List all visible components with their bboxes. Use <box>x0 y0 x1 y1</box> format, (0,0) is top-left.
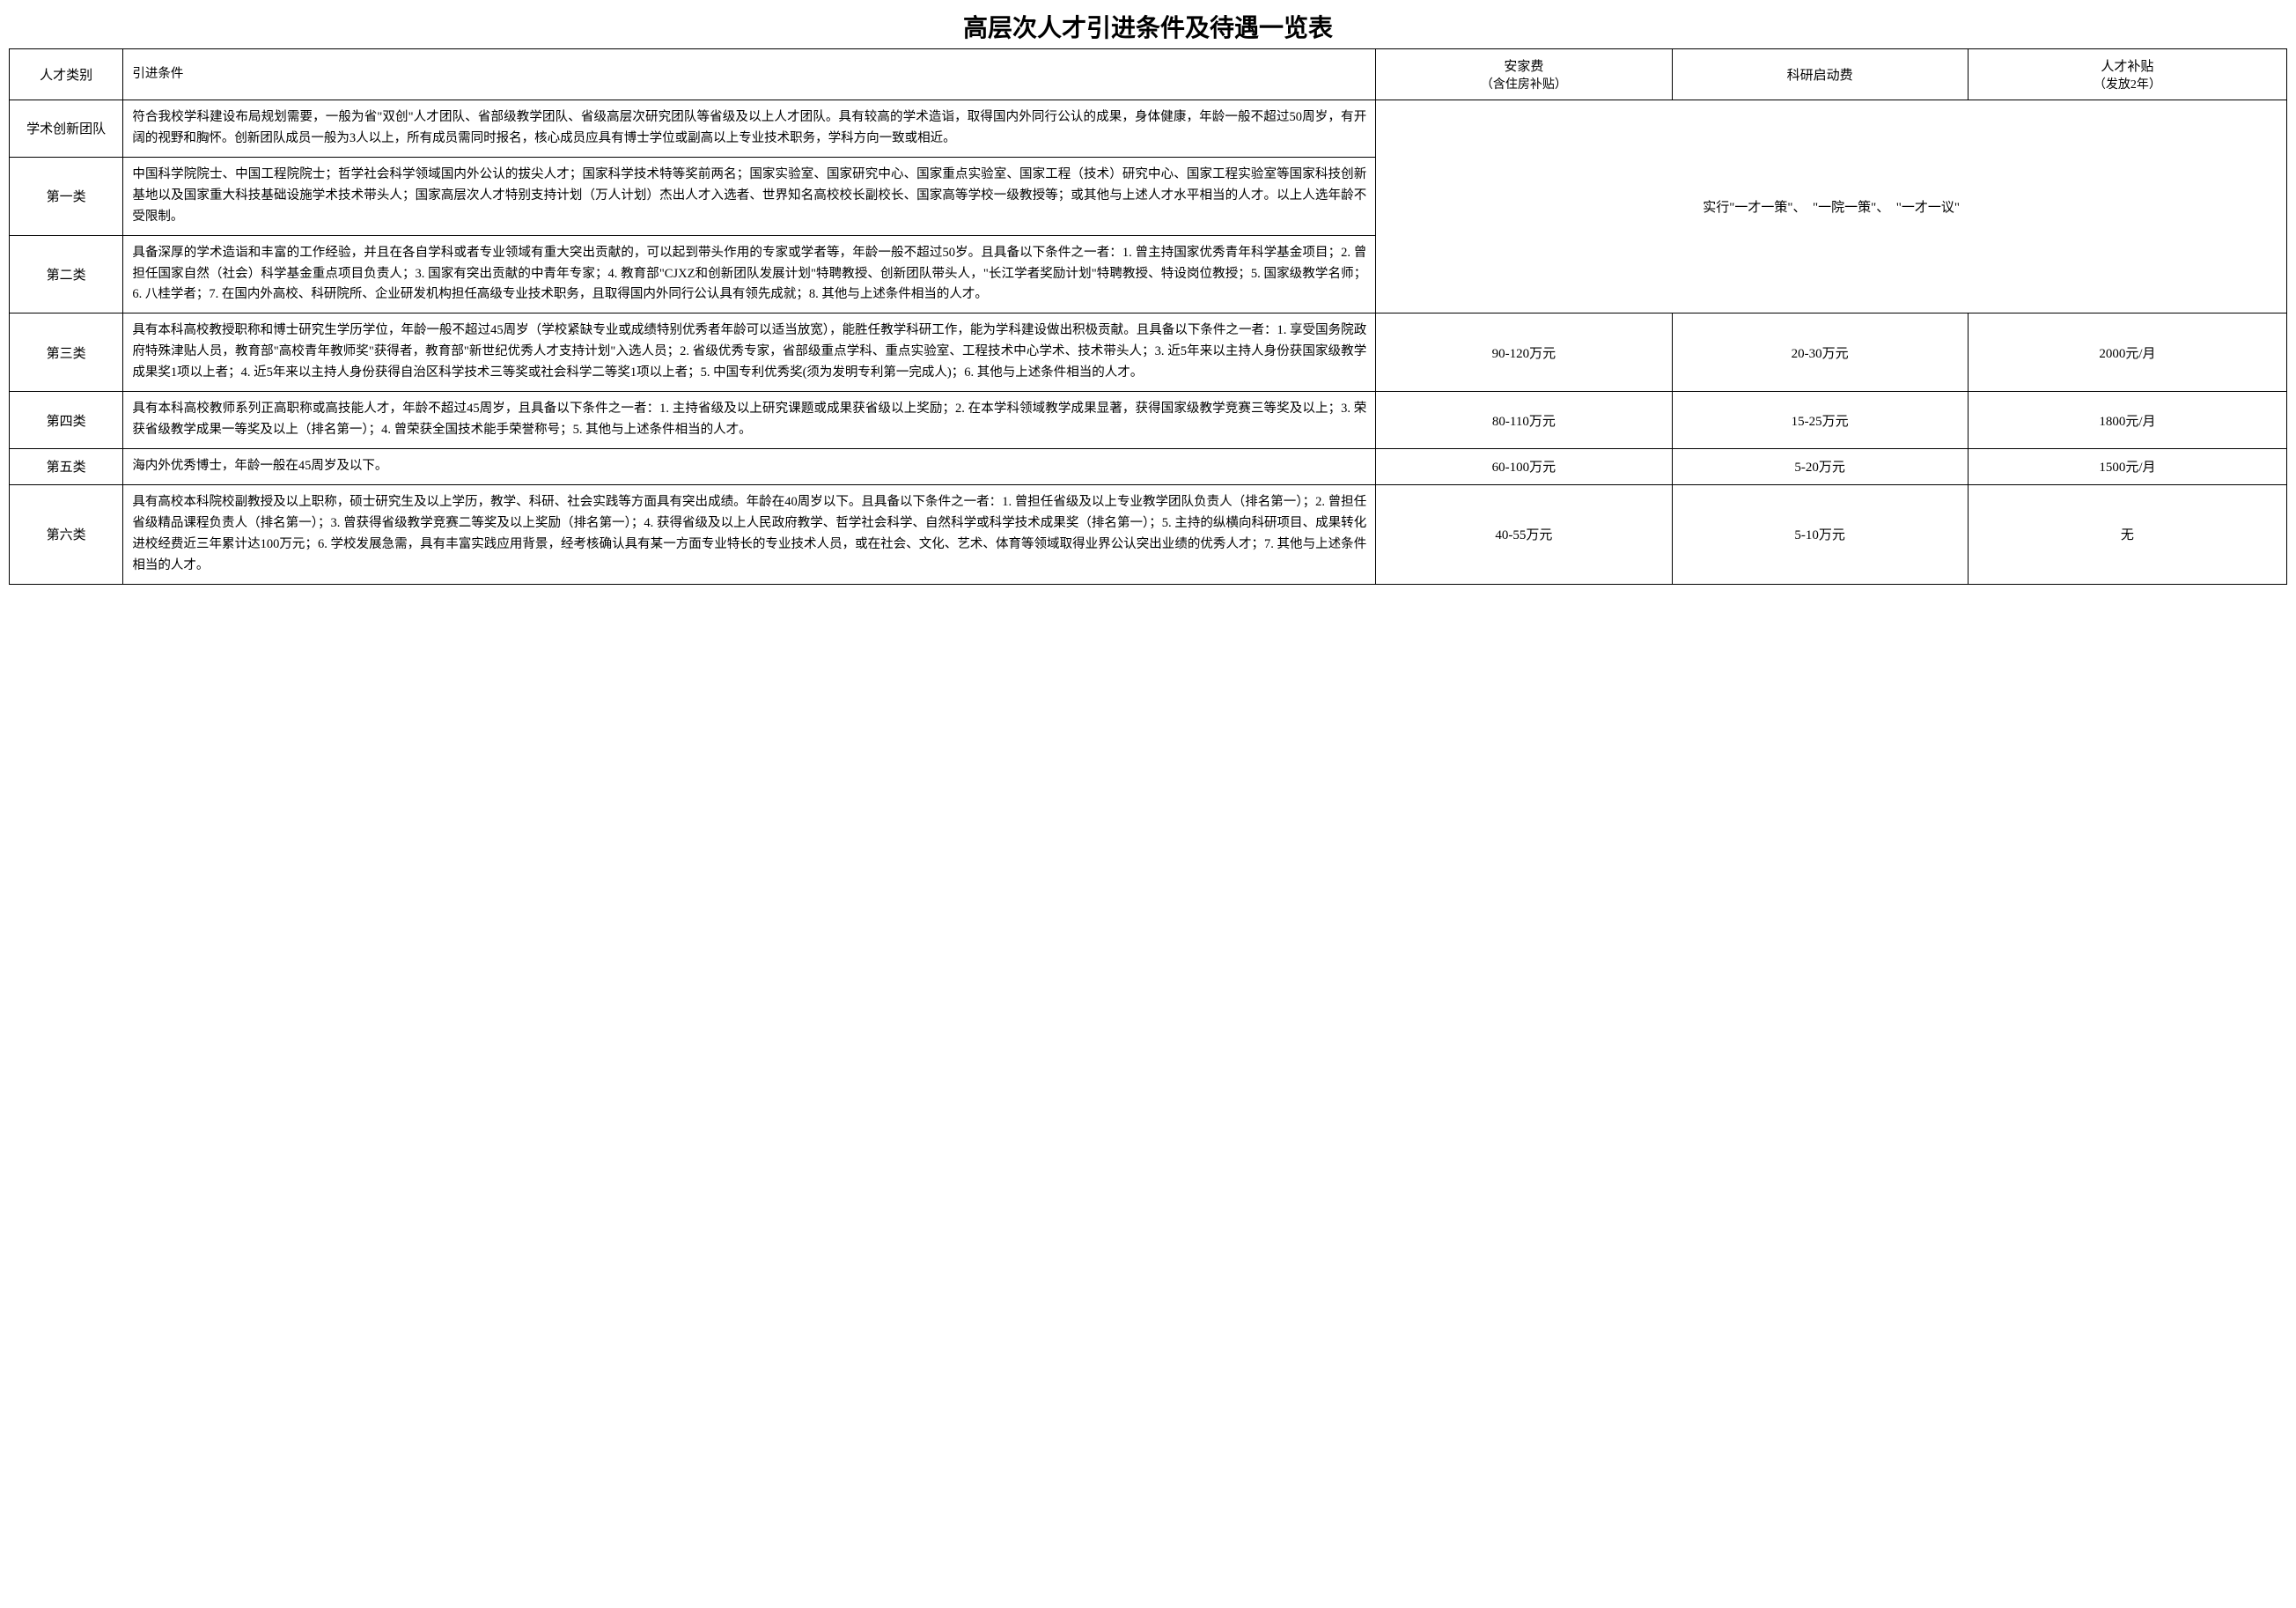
table-row: 学术创新团队 符合我校学科建设布局规划需要，一般为省"双创"人才团队、省部级教学… <box>10 100 2287 158</box>
page-title: 高层次人才引进条件及待遇一览表 <box>9 9 2287 44</box>
allowance-cell: 2000元/月 <box>1968 313 2286 392</box>
table-row: 第四类 具有本科高校教师系列正高职称或高技能人才，年龄不超过45周岁，且具备以下… <box>10 392 2287 449</box>
header-settlement-main: 安家费 <box>1504 60 1543 74</box>
conditions-cell: 符合我校学科建设布局规划需要，一般为省"双创"人才团队、省部级教学团队、省级高层… <box>123 100 1376 158</box>
header-research: 科研启动费 <box>1672 49 1968 100</box>
table-row: 第五类 海内外优秀博士，年龄一般在45周岁及以下。 60-100万元 5-20万… <box>10 448 2287 484</box>
table-row: 第三类 具有本科高校教授职称和博士研究生学历学位，年龄一般不超过45周岁（学校紧… <box>10 313 2287 392</box>
research-cell: 15-25万元 <box>1672 392 1968 449</box>
category-cell: 第五类 <box>10 448 123 484</box>
category-cell: 第三类 <box>10 313 123 392</box>
category-cell: 学术创新团队 <box>10 100 123 158</box>
header-settlement: 安家费 （含住房补贴） <box>1376 49 1672 100</box>
conditions-cell: 具有本科高校教授职称和博士研究生学历学位，年龄一般不超过45周岁（学校紧缺专业或… <box>123 313 1376 392</box>
category-cell: 第一类 <box>10 157 123 235</box>
research-cell: 5-10万元 <box>1672 484 1968 584</box>
header-allowance-main: 人才补贴 <box>2101 60 2153 74</box>
talent-table: 人才类别 引进条件 安家费 （含住房补贴） 科研启动费 人才补贴 （发放2年） … <box>9 48 2287 585</box>
settlement-cell: 80-110万元 <box>1376 392 1672 449</box>
header-settlement-sub: （含住房补贴） <box>1481 78 1567 92</box>
header-conditions: 引进条件 <box>123 49 1376 100</box>
header-row: 人才类别 引进条件 安家费 （含住房补贴） 科研启动费 人才补贴 （发放2年） <box>10 49 2287 100</box>
merged-policy-cell: 实行"一才一策"、 "一院一策"、 "一才一议" <box>1376 100 2287 313</box>
research-cell: 5-20万元 <box>1672 448 1968 484</box>
allowance-cell: 1800元/月 <box>1968 392 2286 449</box>
research-cell: 20-30万元 <box>1672 313 1968 392</box>
conditions-cell: 中国科学院院士、中国工程院院士；哲学社会科学领域国内外公认的拔尖人才；国家科学技… <box>123 157 1376 235</box>
category-cell: 第二类 <box>10 235 123 313</box>
conditions-cell: 海内外优秀博士，年龄一般在45周岁及以下。 <box>123 448 1376 484</box>
allowance-cell: 无 <box>1968 484 2286 584</box>
conditions-cell: 具有高校本科院校副教授及以上职称，硕士研究生及以上学历，教学、科研、社会实践等方… <box>123 484 1376 584</box>
conditions-cell: 具有本科高校教师系列正高职称或高技能人才，年龄不超过45周岁，且具备以下条件之一… <box>123 392 1376 449</box>
conditions-cell: 具备深厚的学术造诣和丰富的工作经验，并且在各自学科或者专业领域有重大突出贡献的，… <box>123 235 1376 313</box>
settlement-cell: 60-100万元 <box>1376 448 1672 484</box>
header-allowance-sub: （发放2年） <box>2094 78 2161 92</box>
category-cell: 第六类 <box>10 484 123 584</box>
header-category: 人才类别 <box>10 49 123 100</box>
table-row: 第六类 具有高校本科院校副教授及以上职称，硕士研究生及以上学历，教学、科研、社会… <box>10 484 2287 584</box>
allowance-cell: 1500元/月 <box>1968 448 2286 484</box>
settlement-cell: 40-55万元 <box>1376 484 1672 584</box>
settlement-cell: 90-120万元 <box>1376 313 1672 392</box>
header-allowance: 人才补贴 （发放2年） <box>1968 49 2286 100</box>
category-cell: 第四类 <box>10 392 123 449</box>
